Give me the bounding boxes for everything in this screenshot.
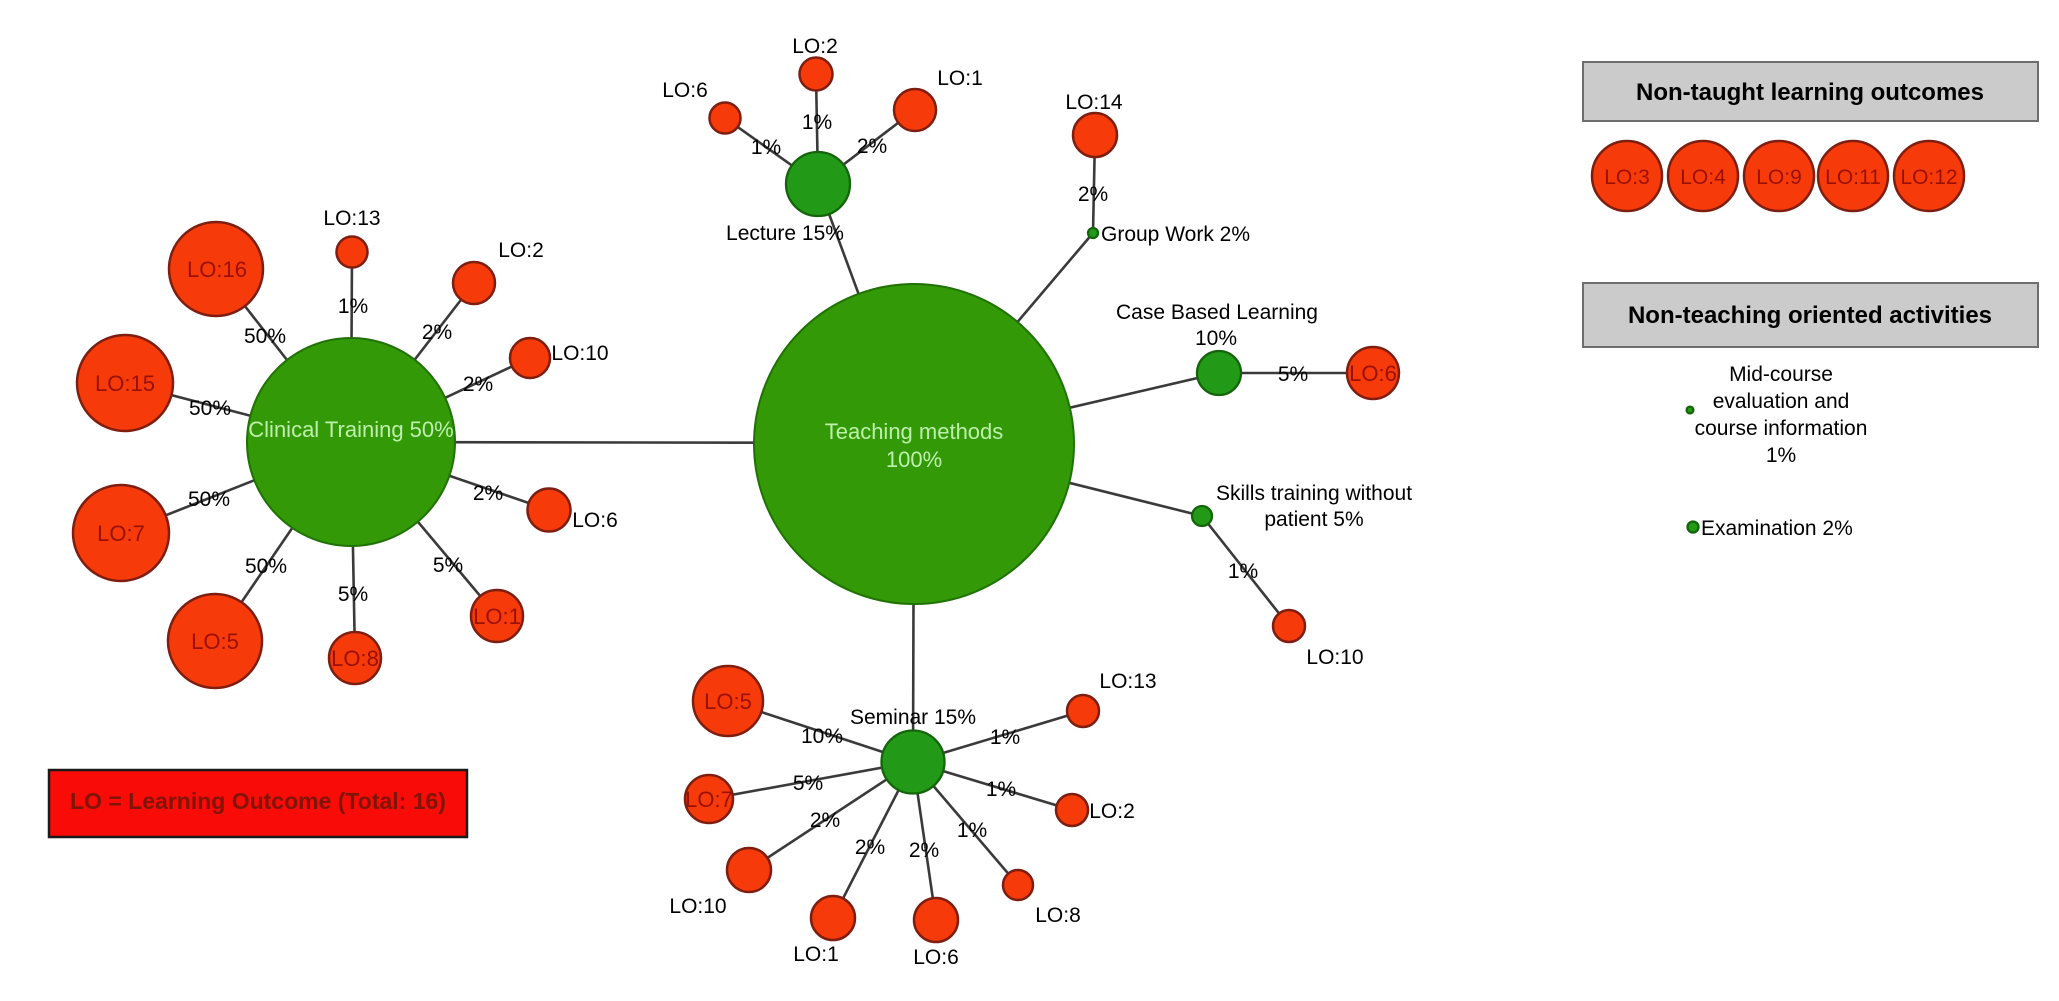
svg-text:5%: 5% xyxy=(433,554,463,577)
svg-text:LO:9: LO:9 xyxy=(1756,166,1802,189)
svg-text:LO:8: LO:8 xyxy=(1035,904,1081,927)
svg-text:50%: 50% xyxy=(188,488,230,511)
svg-text:Teaching methods: Teaching methods xyxy=(825,419,1004,444)
svg-text:Non-teaching oriented activiti: Non-teaching oriented activities xyxy=(1628,302,1992,329)
svg-text:LO = Learning Outcome (Total:: LO = Learning Outcome (Total: 16) xyxy=(70,788,446,814)
svg-text:2%: 2% xyxy=(473,482,503,505)
svg-text:evaluation and: evaluation and xyxy=(1713,390,1850,413)
svg-text:5%: 5% xyxy=(1278,363,1308,386)
svg-text:LO:2: LO:2 xyxy=(498,239,544,262)
svg-text:2%: 2% xyxy=(909,839,939,862)
svg-text:LO:12: LO:12 xyxy=(1900,166,1957,189)
svg-text:LO:6: LO:6 xyxy=(572,509,618,532)
svg-text:LO:15: LO:15 xyxy=(95,371,155,396)
svg-text:LO:13: LO:13 xyxy=(323,207,380,230)
svg-text:LO:4: LO:4 xyxy=(1680,166,1726,189)
svg-text:1%: 1% xyxy=(751,136,781,159)
svg-text:patient 5%: patient 5% xyxy=(1264,508,1363,531)
svg-text:LO:8: LO:8 xyxy=(331,646,379,671)
svg-text:LO:1: LO:1 xyxy=(793,943,839,966)
svg-text:LO:5: LO:5 xyxy=(704,689,752,714)
svg-text:LO:14: LO:14 xyxy=(1065,91,1123,114)
svg-text:Seminar 15%: Seminar 15% xyxy=(850,706,976,729)
svg-text:Mid-course: Mid-course xyxy=(1729,363,1833,386)
svg-text:2%: 2% xyxy=(855,836,885,859)
svg-text:2%: 2% xyxy=(857,135,887,158)
svg-text:10%: 10% xyxy=(801,725,843,748)
svg-text:Clinical Training 50%: Clinical Training 50% xyxy=(248,417,453,442)
svg-text:1%: 1% xyxy=(1766,444,1796,467)
svg-text:5%: 5% xyxy=(793,772,823,795)
svg-text:LO:3: LO:3 xyxy=(1604,166,1650,189)
svg-text:Group Work 2%: Group Work 2% xyxy=(1101,223,1250,246)
svg-text:LO:7: LO:7 xyxy=(685,787,733,812)
svg-text:1%: 1% xyxy=(990,726,1020,749)
svg-text:2%: 2% xyxy=(810,809,840,832)
svg-text:50%: 50% xyxy=(189,397,231,420)
svg-text:LO:10: LO:10 xyxy=(669,895,726,918)
svg-text:50%: 50% xyxy=(244,325,286,348)
svg-text:Non-taught learning outcomes: Non-taught learning outcomes xyxy=(1636,79,1984,106)
svg-text:50%: 50% xyxy=(245,555,287,578)
svg-text:Case Based Learning: Case Based Learning xyxy=(1116,301,1318,324)
svg-text:LO:6: LO:6 xyxy=(662,79,708,102)
svg-text:LO:1: LO:1 xyxy=(937,67,983,90)
svg-text:1%: 1% xyxy=(338,295,368,318)
svg-text:course information: course information xyxy=(1695,417,1868,440)
svg-text:LO:13: LO:13 xyxy=(1099,670,1156,693)
svg-text:LO:7: LO:7 xyxy=(97,521,145,546)
svg-text:LO:5: LO:5 xyxy=(191,629,239,654)
svg-text:1%: 1% xyxy=(986,778,1016,801)
svg-text:1%: 1% xyxy=(802,111,832,134)
svg-text:1%: 1% xyxy=(1228,560,1258,583)
svg-text:1%: 1% xyxy=(957,819,987,842)
svg-text:LO:16: LO:16 xyxy=(187,257,247,282)
svg-text:LO:2: LO:2 xyxy=(792,35,838,58)
svg-text:Skills training without: Skills training without xyxy=(1216,482,1412,505)
svg-text:5%: 5% xyxy=(338,583,368,606)
svg-text:Lecture 15%: Lecture 15% xyxy=(726,222,844,245)
svg-text:Examination 2%: Examination 2% xyxy=(1701,517,1853,540)
svg-text:LO:6: LO:6 xyxy=(1349,361,1397,386)
svg-text:10%: 10% xyxy=(1195,327,1237,350)
svg-text:LO:11: LO:11 xyxy=(1825,166,1881,189)
svg-text:LO:1: LO:1 xyxy=(473,604,521,629)
svg-text:LO:10: LO:10 xyxy=(1306,646,1363,669)
svg-text:2%: 2% xyxy=(422,321,452,344)
svg-text:LO:10: LO:10 xyxy=(551,342,608,365)
svg-text:LO:2: LO:2 xyxy=(1089,800,1135,823)
svg-text:100%: 100% xyxy=(886,447,942,472)
svg-text:LO:6: LO:6 xyxy=(913,946,959,969)
svg-text:2%: 2% xyxy=(463,373,493,396)
svg-text:2%: 2% xyxy=(1078,183,1108,206)
